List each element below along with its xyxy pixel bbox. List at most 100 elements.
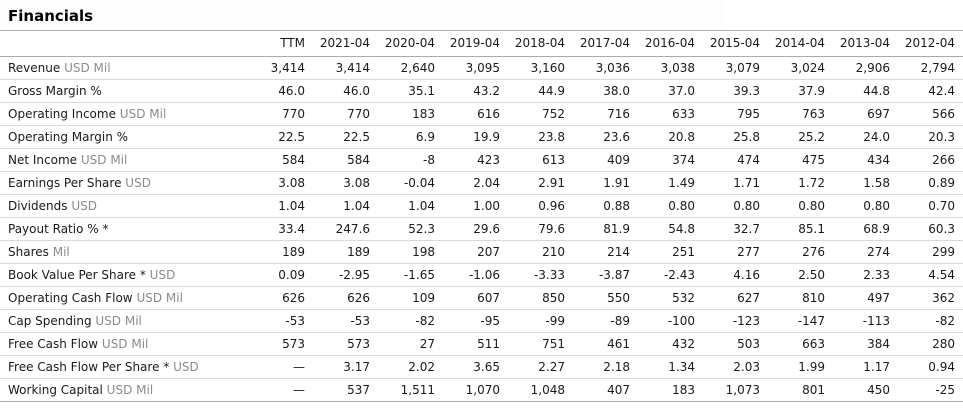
cell: 46.0 (313, 79, 378, 103)
cell: 1,073 (703, 378, 768, 402)
cell: 183 (378, 102, 443, 126)
cell: 23.6 (573, 125, 638, 149)
table-row: Earnings Per Share USD 3.08 3.08 -0.04 2.04 2… (0, 171, 963, 195)
cell: 0.80 (833, 194, 898, 218)
table-row: Gross Margin % 46.0 46.0 35.1 43.2 44.9 38.0 3… (0, 79, 963, 103)
cell: 475 (768, 148, 833, 172)
cell: 274 (833, 240, 898, 264)
cell: 1,070 (443, 378, 508, 402)
cell: 35.1 (378, 79, 443, 103)
cell: 1.72 (768, 171, 833, 195)
cell: — (248, 378, 313, 402)
cell: 22.5 (248, 125, 313, 149)
cell: 810 (768, 286, 833, 310)
cell: 532 (638, 286, 703, 310)
cell: 0.80 (638, 194, 703, 218)
cell: 109 (378, 286, 443, 310)
metric-name: Operating Margin % (8, 129, 129, 144)
cell: -1.06 (443, 263, 508, 287)
cell: 266 (898, 148, 963, 172)
cell: 44.9 (508, 79, 573, 103)
column-header: TTM (248, 31, 313, 57)
metric-unit: USD Mil (95, 313, 142, 328)
cell: 20.3 (898, 125, 963, 149)
metric-name: Operating Cash Flow (8, 290, 133, 305)
cell: 1,048 (508, 378, 573, 402)
cell: 280 (898, 332, 963, 356)
cell: 68.9 (833, 217, 898, 241)
cell: 434 (833, 148, 898, 172)
cell: 511 (443, 332, 508, 356)
row-label: Cap Spending USD Mil (0, 309, 248, 333)
cell: 503 (703, 332, 768, 356)
row-label: Dividends USD (0, 194, 248, 218)
cell: 1,511 (378, 378, 443, 402)
cell: 763 (768, 102, 833, 126)
cell: 584 (313, 148, 378, 172)
cell: 60.3 (898, 217, 963, 241)
metric-name: Working Capital (8, 382, 103, 397)
cell: 6.9 (378, 125, 443, 149)
cell: 299 (898, 240, 963, 264)
cell: 384 (833, 332, 898, 356)
cell: 3,024 (768, 56, 833, 80)
table-row: Shares Mil 189 189 198 207 210 214 251 277 276 274… (0, 240, 963, 264)
cell: 626 (313, 286, 378, 310)
cell: 4.54 (898, 263, 963, 287)
cell: 584 (248, 148, 313, 172)
table-row: Free Cash Flow USD Mil 573 573 27 511 751 461 4… (0, 332, 963, 356)
cell: 20.8 (638, 125, 703, 149)
cell: -0.04 (378, 171, 443, 195)
cell: 2,640 (378, 56, 443, 80)
metric-name: Free Cash Flow (8, 336, 99, 351)
cell: 409 (573, 148, 638, 172)
corner-cell (0, 31, 248, 57)
cell: 29.6 (443, 217, 508, 241)
column-header: 2018-04 (508, 31, 573, 57)
table-row: Cap Spending USD Mil -53 -53 -82 -95 -99 -89 -1… (0, 309, 963, 333)
cell: 362 (898, 286, 963, 310)
cell: 52.3 (378, 217, 443, 241)
cell: 43.2 (443, 79, 508, 103)
cell: 1.49 (638, 171, 703, 195)
cell: 573 (248, 332, 313, 356)
cell: 795 (703, 102, 768, 126)
cell: 3,036 (573, 56, 638, 80)
column-header: 2019-04 (443, 31, 508, 57)
cell: 1.04 (248, 194, 313, 218)
metric-name: Revenue (8, 60, 61, 75)
cell: 85.1 (768, 217, 833, 241)
cell: 566 (898, 102, 963, 126)
cell: -147 (768, 309, 833, 333)
cell: 32.7 (703, 217, 768, 241)
cell: 79.6 (508, 217, 573, 241)
cell: -3.33 (508, 263, 573, 287)
cell: 3.17 (313, 355, 378, 379)
cell: 573 (313, 332, 378, 356)
table-row: Revenue USD Mil 3,414 3,414 2,640 3,095 3,160… (0, 56, 963, 80)
row-label: Shares Mil (0, 240, 248, 264)
cell: 497 (833, 286, 898, 310)
metric-name: Free Cash Flow Per Share * (8, 359, 170, 374)
cell: 3.65 (443, 355, 508, 379)
cell: — (248, 355, 313, 379)
financials-table: TTM 2021-04 2020-04 2019-04 2018-04 2017-04 20… (0, 31, 963, 402)
cell: 850 (508, 286, 573, 310)
metric-name: Book Value Per Share * (8, 267, 146, 282)
cell: 27 (378, 332, 443, 356)
cell: 42.4 (898, 79, 963, 103)
cell: 716 (573, 102, 638, 126)
cell: 627 (703, 286, 768, 310)
cell: 277 (703, 240, 768, 264)
cell: 423 (443, 148, 508, 172)
column-header: 2021-04 (313, 31, 378, 57)
cell: -53 (248, 309, 313, 333)
cell: 189 (248, 240, 313, 264)
cell: -100 (638, 309, 703, 333)
metric-unit: USD (71, 198, 97, 213)
header-row: TTM 2021-04 2020-04 2019-04 2018-04 2017-04 20… (0, 31, 963, 57)
metric-name: Shares (8, 244, 49, 259)
cell: -89 (573, 309, 638, 333)
cell: 616 (443, 102, 508, 126)
